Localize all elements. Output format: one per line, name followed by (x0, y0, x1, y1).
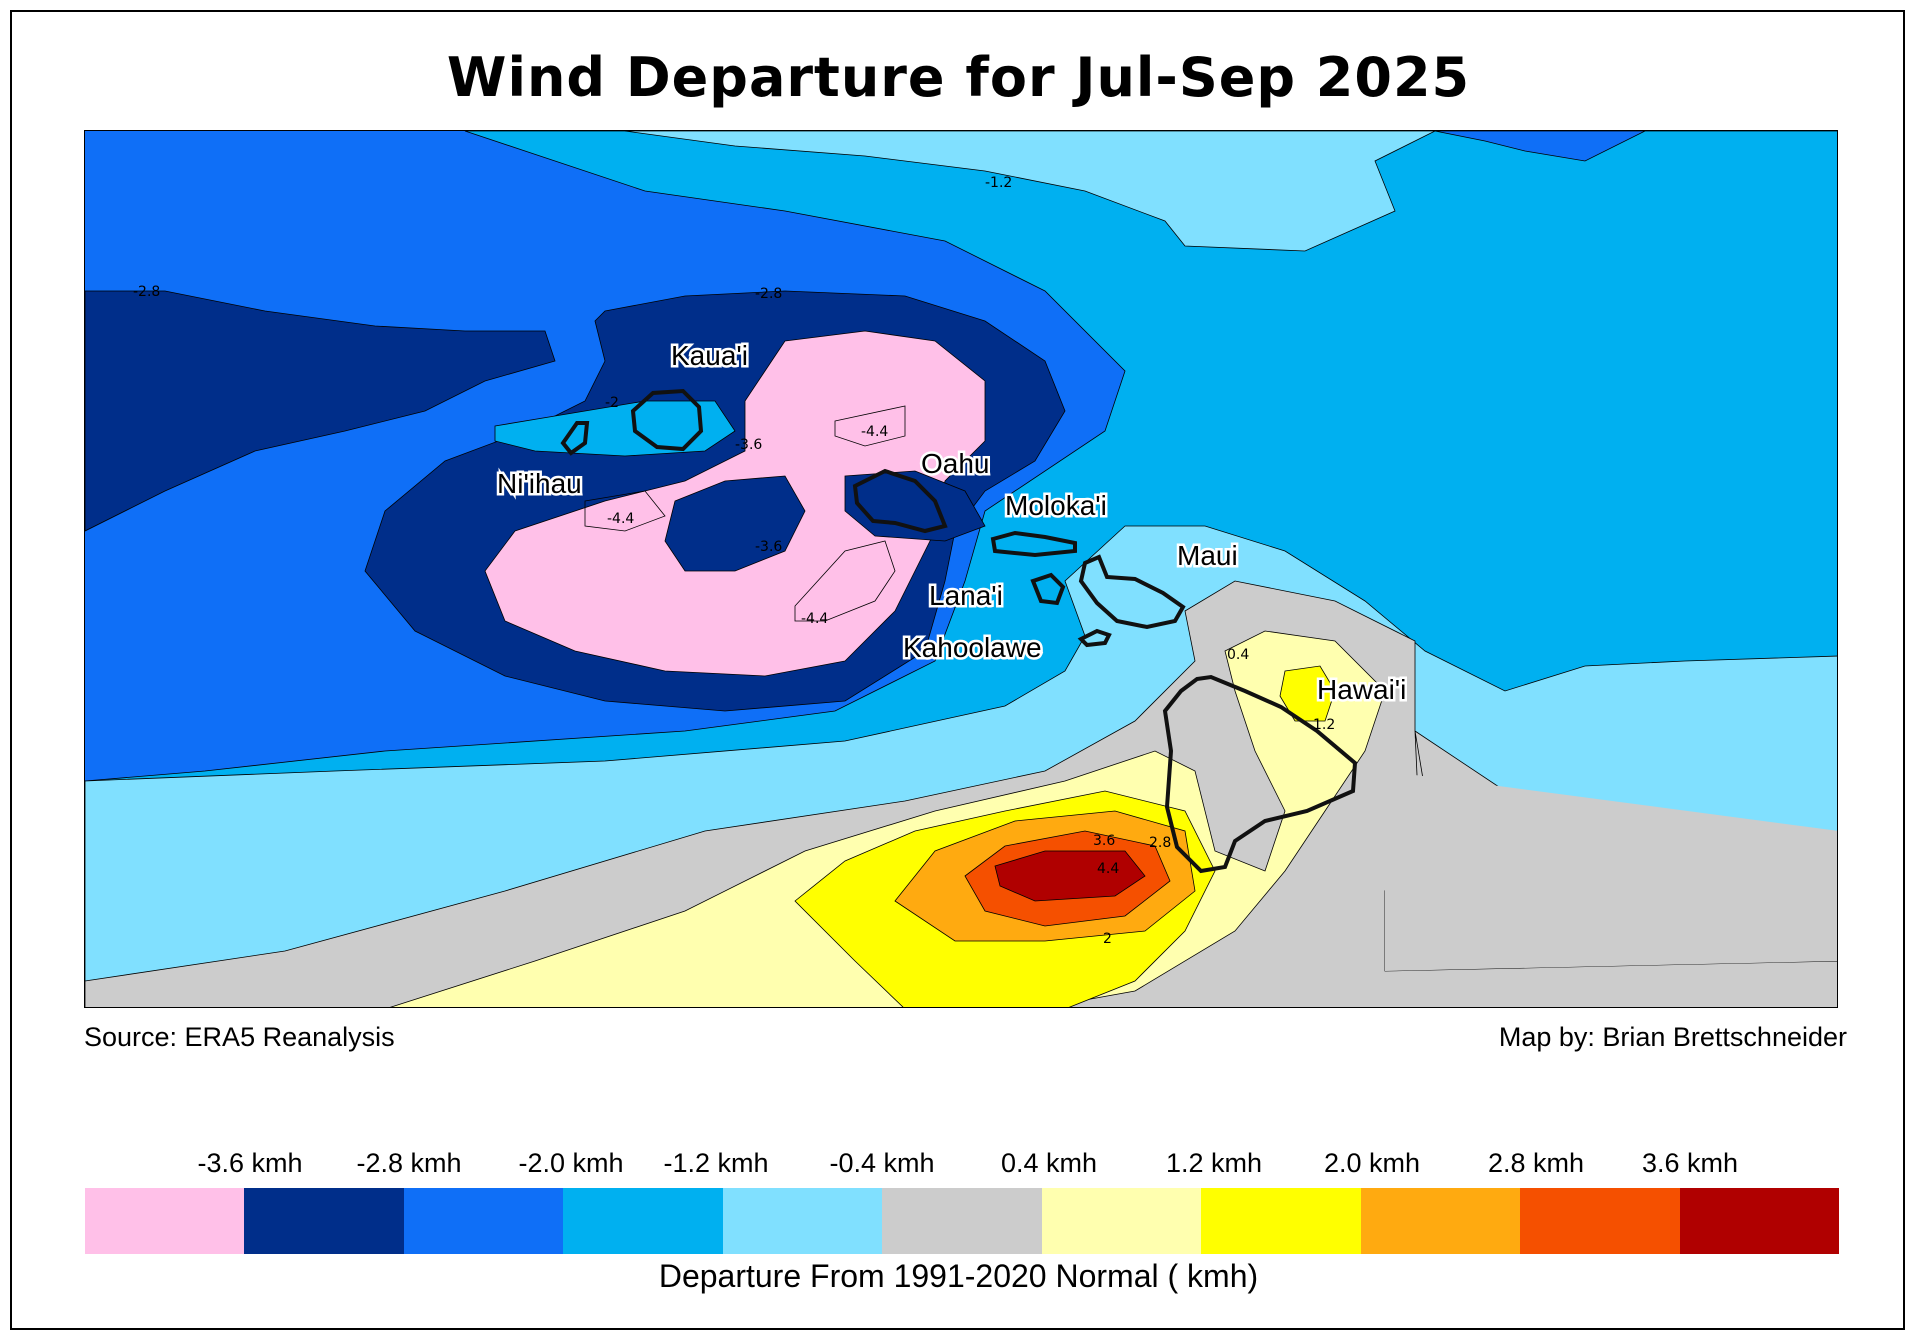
legend-title: Departure From 1991-2020 Normal ( kmh) (658, 1258, 1259, 1294)
island-molokai (990, 530, 1077, 558)
contour-label: -2 (605, 395, 619, 411)
contour-label: -2.8 (755, 286, 782, 302)
island-kauai (630, 388, 704, 452)
contour-label: -4.4 (861, 424, 888, 440)
contour-label: 4.4 (1097, 861, 1119, 877)
contour-label: 2 (1103, 931, 1112, 947)
band-4-4 (994, 850, 1146, 902)
contour-label: 2.8 (1149, 835, 1171, 851)
contour-label: 0.4 (1227, 647, 1249, 663)
legend-tick: -3.6 kmh (197, 1148, 303, 1178)
legend-tick: 2.0 kmh (1323, 1148, 1421, 1178)
island-hawaii (1162, 674, 1358, 874)
contour-minus-4-4-a (834, 405, 906, 447)
legend-swatch (1520, 1188, 1680, 1254)
label-hawaii: Hawai'i (1317, 674, 1406, 705)
contour-label: -3.6 (735, 437, 762, 453)
legend-tick: 1.2 kmh (1165, 1148, 1263, 1178)
contour-label: 1.2 (1313, 717, 1335, 733)
legend-ticks: -3.6 kmh -2.8 kmh -2.0 kmh -1.2 kmh -0.4… (0, 1148, 1917, 1182)
legend-swatch (1201, 1188, 1361, 1254)
contour-label: -2.8 (133, 284, 160, 300)
island-oahu (852, 468, 948, 534)
legend-swatch (563, 1188, 723, 1254)
legend-swatch (85, 1188, 245, 1254)
legend-swatch (244, 1188, 404, 1254)
island-maui (1078, 554, 1186, 630)
contour-map: -1.2 -2.8 -2.8 -2 -3.6 -4.4 -4.4 -3.6 -4… (85, 131, 1837, 1007)
figure-frame (10, 10, 1905, 1330)
legend-swatch (722, 1188, 883, 1254)
legend-swatch (1041, 1188, 1202, 1254)
band-minus-0-4-top (624, 131, 1436, 252)
legend-swatch (1679, 1188, 1839, 1254)
label-niihau: Ni'ihau (497, 468, 582, 499)
contour-label: -4.4 (607, 511, 634, 527)
contour-label: -4.4 (801, 611, 828, 627)
label-maui: Maui (1177, 540, 1238, 571)
legend-tick: 2.8 kmh (1487, 1148, 1585, 1178)
label-lanai: Lana'i (929, 580, 1003, 611)
island-lanai (1030, 572, 1066, 606)
band-2-0-hawaii (1279, 665, 1336, 722)
contour-minus-4-4-b (584, 490, 666, 532)
contour-label: -1.2 (985, 175, 1012, 191)
legend-tick: 0.4 kmh (1000, 1148, 1098, 1178)
map-title: Wind Departure for Jul-Sep 2025 (446, 46, 1471, 109)
source-text: Source: ERA5 Reanalysis (84, 1022, 395, 1052)
map-panel: -1.2 -2.8 -2.8 -2 -3.6 -4.4 -4.4 -3.6 -4… (84, 130, 1838, 1008)
legend-tick: -1.2 kmh (663, 1148, 769, 1178)
island-kahoolawe (1077, 628, 1112, 648)
legend-swatch (1360, 1188, 1521, 1254)
label-molokai: Moloka'i (1005, 490, 1107, 521)
label-oahu: Oahu (921, 448, 990, 479)
credit-text: Map by: Brian Brettschneider (1498, 1022, 1847, 1052)
band-0-4-b (1385, 771, 1837, 971)
legend-tick: -0.4 kmh (829, 1148, 935, 1178)
contour-label: -3.6 (755, 539, 782, 555)
label-kauai: Kaua'i (671, 340, 748, 371)
legend-tick: -2.8 kmh (356, 1148, 462, 1178)
band-minus-2-8-hole (664, 475, 806, 572)
band-minus-2-8-west (85, 290, 556, 532)
legend-swatch (403, 1188, 564, 1254)
band-minus-2-0-corner (1434, 131, 1646, 162)
label-kahoolawe: Kahoolawe (903, 632, 1042, 663)
legend-tick: 3.6 kmh (1641, 1148, 1739, 1178)
contour-minus-4-4-c (794, 540, 896, 622)
island-niihau (560, 421, 590, 456)
contour-label: 3.6 (1093, 833, 1115, 849)
legend-colorbar (85, 1188, 1839, 1254)
legend-swatch (882, 1188, 1042, 1254)
band-minus-2-kauai (494, 400, 736, 457)
legend-tick: -2.0 kmh (518, 1148, 624, 1178)
